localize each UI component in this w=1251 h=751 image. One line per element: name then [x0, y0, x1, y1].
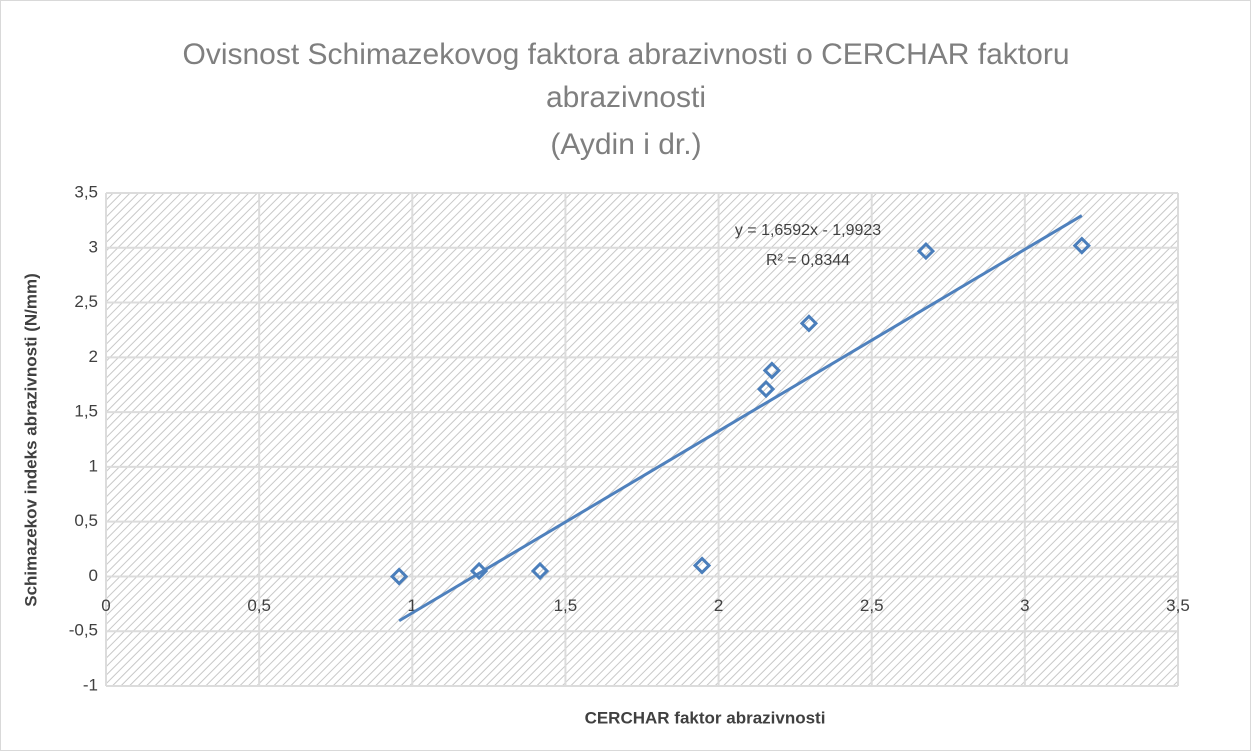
- marker: [389, 567, 409, 586]
- chart-title: abrazivnosti: [546, 81, 706, 114]
- x-tick-label: 2: [714, 596, 723, 615]
- marker: [469, 561, 489, 581]
- y-tick-label: 3,5: [74, 182, 98, 201]
- marker: [530, 561, 550, 581]
- x-axis-title: CERCHAR faktor abrazivnosti: [585, 708, 826, 727]
- marker: [756, 379, 776, 399]
- chart-title: Ovisnost Schimazekovog faktora abrazivno…: [182, 38, 1069, 71]
- y-tick-label: 0: [89, 566, 98, 585]
- trendline-equation: y = 1,6592x - 1,9923: [735, 222, 881, 239]
- x-tick-label: 3,5: [1166, 596, 1190, 615]
- trendline-r2: R² = 0,8344: [766, 252, 850, 269]
- plot-area: [106, 193, 1178, 686]
- marker: [916, 241, 936, 261]
- y-tick-label: -1: [83, 675, 98, 694]
- x-tick-label: 3: [1020, 596, 1029, 615]
- x-tick-label: 1,5: [554, 596, 578, 615]
- x-tick-label: 1: [408, 596, 417, 615]
- y-tick-label: 0,5: [74, 511, 98, 530]
- y-tick-label: 1,5: [74, 402, 98, 421]
- marker: [799, 314, 819, 333]
- chart-title: (Aydin i dr.): [550, 128, 701, 161]
- y-tick-label: 3: [89, 237, 98, 256]
- y-tick-label: -0,5: [69, 621, 98, 640]
- x-tick-label: 0,5: [247, 596, 271, 615]
- trendline: [398, 214, 1083, 623]
- x-tick-label: 2,5: [860, 596, 884, 615]
- marker: [692, 556, 712, 575]
- x-tick-label: 0: [101, 596, 110, 615]
- y-tick-label: 1: [89, 456, 98, 475]
- y-tick-label: 2,5: [74, 292, 98, 311]
- y-axis-title: Schimazekov indeks abrazivnosti (N/mm): [21, 273, 40, 607]
- marker: [1072, 236, 1091, 255]
- y-tick-label: 2: [89, 347, 98, 366]
- marker: [762, 361, 781, 380]
